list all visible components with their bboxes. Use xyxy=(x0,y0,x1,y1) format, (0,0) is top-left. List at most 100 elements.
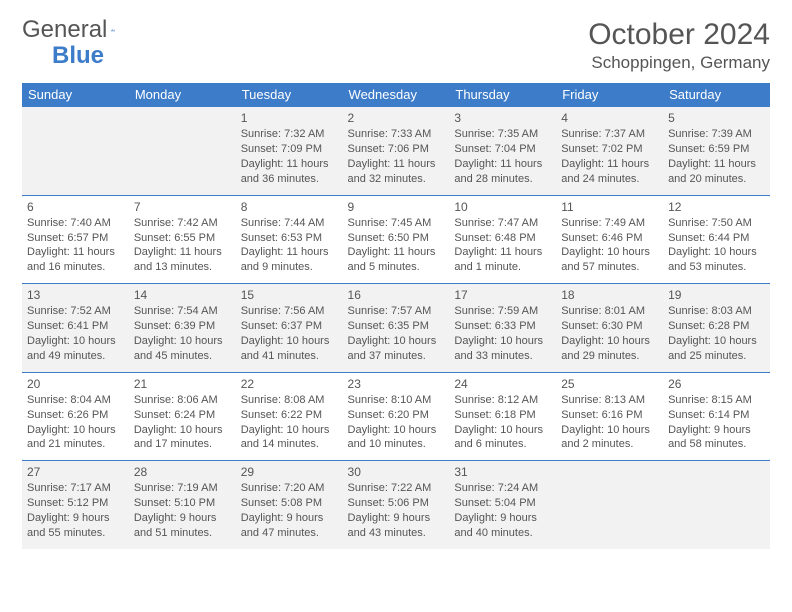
cell-daylight2: and 24 minutes. xyxy=(561,172,658,187)
cell-daylight1: Daylight: 11 hours xyxy=(348,245,445,260)
cell-sunset: Sunset: 5:08 PM xyxy=(241,496,338,511)
day-number: 25 xyxy=(561,376,658,392)
calendar-cell: 28Sunrise: 7:19 AMSunset: 5:10 PMDayligh… xyxy=(129,461,236,549)
cell-sunrise: Sunrise: 7:37 AM xyxy=(561,127,658,142)
day-number: 28 xyxy=(134,464,231,480)
calendar-cell: 31Sunrise: 7:24 AMSunset: 5:04 PMDayligh… xyxy=(449,461,556,549)
cell-daylight2: and 43 minutes. xyxy=(348,526,445,541)
day-header: Thursday xyxy=(449,83,556,107)
day-number: 1 xyxy=(241,110,338,126)
cell-daylight1: Daylight: 10 hours xyxy=(348,334,445,349)
day-header: Saturday xyxy=(663,83,770,107)
cell-sunset: Sunset: 5:12 PM xyxy=(27,496,124,511)
cell-daylight2: and 29 minutes. xyxy=(561,349,658,364)
cell-sunrise: Sunrise: 8:04 AM xyxy=(27,393,124,408)
cell-daylight2: and 20 minutes. xyxy=(668,172,765,187)
cell-daylight1: Daylight: 11 hours xyxy=(27,245,124,260)
cell-sunset: Sunset: 7:02 PM xyxy=(561,142,658,157)
cell-sunrise: Sunrise: 8:01 AM xyxy=(561,304,658,319)
cell-daylight1: Daylight: 10 hours xyxy=(668,334,765,349)
cell-sunrise: Sunrise: 7:24 AM xyxy=(454,481,551,496)
calendar-cell: 11Sunrise: 7:49 AMSunset: 6:46 PMDayligh… xyxy=(556,195,663,284)
calendar-cell: 5Sunrise: 7:39 AMSunset: 6:59 PMDaylight… xyxy=(663,107,770,196)
cell-sunset: Sunset: 6:18 PM xyxy=(454,408,551,423)
calendar-cell: 16Sunrise: 7:57 AMSunset: 6:35 PMDayligh… xyxy=(343,284,450,373)
day-number: 27 xyxy=(27,464,124,480)
cell-sunrise: Sunrise: 7:45 AM xyxy=(348,216,445,231)
calendar-cell: 6Sunrise: 7:40 AMSunset: 6:57 PMDaylight… xyxy=(22,195,129,284)
calendar-cell: 27Sunrise: 7:17 AMSunset: 5:12 PMDayligh… xyxy=(22,461,129,549)
calendar-body: 1Sunrise: 7:32 AMSunset: 7:09 PMDaylight… xyxy=(22,107,770,549)
day-number: 30 xyxy=(348,464,445,480)
calendar-cell: 25Sunrise: 8:13 AMSunset: 6:16 PMDayligh… xyxy=(556,372,663,461)
cell-daylight2: and 14 minutes. xyxy=(241,437,338,452)
cell-daylight1: Daylight: 10 hours xyxy=(561,423,658,438)
day-number: 7 xyxy=(134,199,231,215)
location: Schoppingen, Germany xyxy=(588,53,770,73)
calendar-row: 1Sunrise: 7:32 AMSunset: 7:09 PMDaylight… xyxy=(22,107,770,196)
cell-sunrise: Sunrise: 7:57 AM xyxy=(348,304,445,319)
cell-daylight1: Daylight: 10 hours xyxy=(561,334,658,349)
cell-sunset: Sunset: 7:04 PM xyxy=(454,142,551,157)
day-header: Sunday xyxy=(22,83,129,107)
cell-sunset: Sunset: 6:53 PM xyxy=(241,231,338,246)
cell-daylight1: Daylight: 10 hours xyxy=(348,423,445,438)
calendar-cell: 12Sunrise: 7:50 AMSunset: 6:44 PMDayligh… xyxy=(663,195,770,284)
calendar-cell: 15Sunrise: 7:56 AMSunset: 6:37 PMDayligh… xyxy=(236,284,343,373)
day-number: 18 xyxy=(561,287,658,303)
cell-daylight1: Daylight: 10 hours xyxy=(454,334,551,349)
cell-sunset: Sunset: 6:48 PM xyxy=(454,231,551,246)
cell-daylight2: and 25 minutes. xyxy=(668,349,765,364)
cell-daylight2: and 16 minutes. xyxy=(27,260,124,275)
sail-icon xyxy=(111,22,115,38)
cell-sunset: Sunset: 5:04 PM xyxy=(454,496,551,511)
cell-daylight2: and 1 minute. xyxy=(454,260,551,275)
cell-daylight2: and 45 minutes. xyxy=(134,349,231,364)
cell-sunset: Sunset: 6:20 PM xyxy=(348,408,445,423)
month-title: October 2024 xyxy=(588,18,770,51)
cell-sunrise: Sunrise: 8:08 AM xyxy=(241,393,338,408)
calendar-cell: 3Sunrise: 7:35 AMSunset: 7:04 PMDaylight… xyxy=(449,107,556,196)
cell-sunrise: Sunrise: 7:49 AM xyxy=(561,216,658,231)
cell-daylight1: Daylight: 11 hours xyxy=(454,157,551,172)
cell-sunset: Sunset: 5:06 PM xyxy=(348,496,445,511)
cell-sunset: Sunset: 6:46 PM xyxy=(561,231,658,246)
cell-daylight2: and 13 minutes. xyxy=(134,260,231,275)
cell-daylight1: Daylight: 10 hours xyxy=(241,423,338,438)
brand-logo: General xyxy=(22,18,137,42)
calendar-row: 27Sunrise: 7:17 AMSunset: 5:12 PMDayligh… xyxy=(22,461,770,549)
calendar-cell xyxy=(663,461,770,549)
day-number: 4 xyxy=(561,110,658,126)
calendar-cell: 18Sunrise: 8:01 AMSunset: 6:30 PMDayligh… xyxy=(556,284,663,373)
cell-sunrise: Sunrise: 8:10 AM xyxy=(348,393,445,408)
cell-sunset: Sunset: 6:28 PM xyxy=(668,319,765,334)
calendar-cell: 10Sunrise: 7:47 AMSunset: 6:48 PMDayligh… xyxy=(449,195,556,284)
day-number: 22 xyxy=(241,376,338,392)
cell-sunset: Sunset: 6:22 PM xyxy=(241,408,338,423)
cell-sunrise: Sunrise: 7:32 AM xyxy=(241,127,338,142)
cell-sunset: Sunset: 6:30 PM xyxy=(561,319,658,334)
cell-sunrise: Sunrise: 7:19 AM xyxy=(134,481,231,496)
cell-daylight1: Daylight: 11 hours xyxy=(241,245,338,260)
cell-sunrise: Sunrise: 7:54 AM xyxy=(134,304,231,319)
calendar-cell: 4Sunrise: 7:37 AMSunset: 7:02 PMDaylight… xyxy=(556,107,663,196)
cell-sunrise: Sunrise: 7:42 AM xyxy=(134,216,231,231)
cell-sunrise: Sunrise: 7:40 AM xyxy=(27,216,124,231)
cell-sunset: Sunset: 6:55 PM xyxy=(134,231,231,246)
day-number: 24 xyxy=(454,376,551,392)
day-number: 8 xyxy=(241,199,338,215)
cell-sunrise: Sunrise: 8:03 AM xyxy=(668,304,765,319)
cell-daylight2: and 37 minutes. xyxy=(348,349,445,364)
cell-sunset: Sunset: 6:35 PM xyxy=(348,319,445,334)
calendar-cell: 8Sunrise: 7:44 AMSunset: 6:53 PMDaylight… xyxy=(236,195,343,284)
day-number: 5 xyxy=(668,110,765,126)
cell-sunrise: Sunrise: 7:52 AM xyxy=(27,304,124,319)
cell-daylight1: Daylight: 10 hours xyxy=(134,423,231,438)
cell-daylight2: and 33 minutes. xyxy=(454,349,551,364)
calendar-cell: 2Sunrise: 7:33 AMSunset: 7:06 PMDaylight… xyxy=(343,107,450,196)
calendar-cell: 23Sunrise: 8:10 AMSunset: 6:20 PMDayligh… xyxy=(343,372,450,461)
day-number: 19 xyxy=(668,287,765,303)
cell-daylight1: Daylight: 10 hours xyxy=(668,245,765,260)
cell-sunset: Sunset: 7:06 PM xyxy=(348,142,445,157)
calendar-cell xyxy=(556,461,663,549)
